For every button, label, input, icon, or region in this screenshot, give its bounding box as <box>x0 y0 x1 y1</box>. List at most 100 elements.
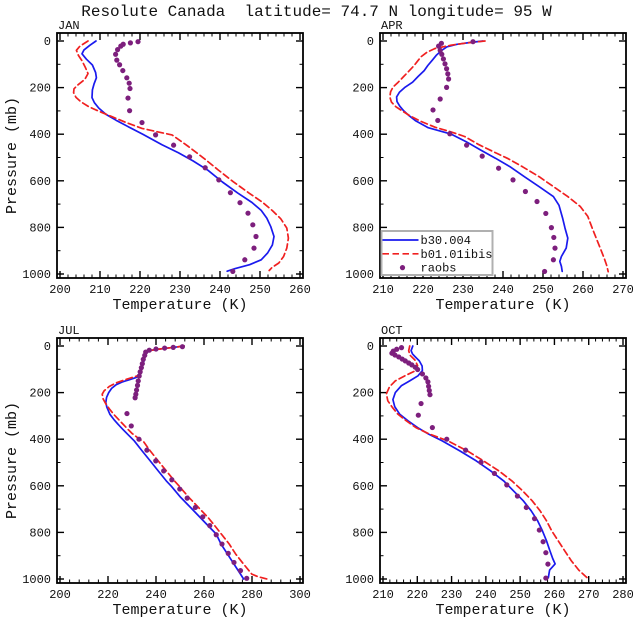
raob-dot <box>250 222 256 228</box>
series-b30.004-line <box>81 40 275 273</box>
raob-dot <box>170 344 176 350</box>
x-tick-label: 240 <box>145 588 167 602</box>
panel-jul: 200 220 240 260 280 300 0 200 400 600 800 1000 JUL Te… <box>4 324 311 619</box>
y-tick-label: 1000 <box>345 573 374 587</box>
raob-dot <box>425 379 431 385</box>
raob-dot <box>135 39 141 45</box>
raob-dot <box>219 541 225 547</box>
y-tick-label: 200 <box>29 387 51 401</box>
raob-dot <box>177 486 183 492</box>
raob-dot <box>137 369 143 375</box>
raob-dot <box>543 210 549 217</box>
raob-dot <box>153 132 159 138</box>
raob-dot <box>139 119 145 126</box>
raob-dot <box>126 80 132 86</box>
panel-month-label: APR <box>381 19 403 33</box>
raob-dot <box>245 210 251 216</box>
y-tick-label: 800 <box>29 221 51 235</box>
raob-dot <box>124 75 130 81</box>
x-tick-label: 220 <box>97 588 119 602</box>
panel-month-label: JUL <box>58 324 80 338</box>
raob-dot <box>237 568 244 574</box>
raob-dot <box>169 477 175 483</box>
x-tick-label: 260 <box>572 283 594 297</box>
x-tick-label: 230 <box>452 283 474 297</box>
raob-dot <box>207 523 213 529</box>
y-tick-label: 800 <box>352 221 374 235</box>
raob-dot <box>138 365 144 371</box>
raob-dot <box>540 539 546 545</box>
raob-dot <box>436 43 442 49</box>
series-raobs-dots <box>124 344 250 581</box>
raob-dot <box>187 154 193 160</box>
y-tick-label: 400 <box>29 128 51 142</box>
raob-dot <box>139 361 145 367</box>
raob-dot <box>398 345 405 351</box>
raob-dot <box>140 356 146 362</box>
x-tick-label: 250 <box>249 283 271 297</box>
x-tick-label: 230 <box>169 283 191 297</box>
raob-dot <box>545 561 551 567</box>
raob-dot <box>430 107 436 113</box>
y-tick-label: 1000 <box>22 573 51 587</box>
raob-dot <box>117 62 123 68</box>
raob-dot <box>479 153 485 159</box>
legend-label: b01.01ibis <box>421 248 493 262</box>
raob-dot <box>442 61 448 67</box>
raob-dot <box>242 257 248 263</box>
raob-dot <box>543 550 549 556</box>
raob-dot <box>237 200 243 206</box>
raob-dot <box>435 117 441 124</box>
raob-dot <box>142 352 148 358</box>
y-tick-label: 400 <box>29 433 51 447</box>
raob-dot <box>227 190 233 196</box>
x-tick-label: 240 <box>492 283 514 297</box>
raob-dot <box>113 51 119 57</box>
x-tick-label: 210 <box>372 283 394 297</box>
x-tick-label: 200 <box>49 588 71 602</box>
raob-dot <box>463 447 469 453</box>
x-tick-label: 220 <box>412 283 434 297</box>
legend-dot-swatch <box>399 265 406 271</box>
raob-dot <box>534 198 540 205</box>
raob-dot <box>418 400 424 407</box>
raob-dot <box>231 559 237 566</box>
raob-dot <box>440 56 446 62</box>
raob-dot <box>127 108 133 114</box>
raob-dot <box>136 436 142 442</box>
panel-apr: 210 220 230 240 250 260 270 0 200 400 600 800 1000 AP… <box>345 19 633 314</box>
series-b01.01ibis-line <box>385 345 590 580</box>
legend-label: b30.004 <box>421 234 471 248</box>
series-b30.004-line <box>392 345 556 579</box>
y-tick-label: 600 <box>29 480 51 494</box>
panel-oct: 210 220 230 240 250 260 270 280 0 200 400 600 800 100… <box>345 324 633 619</box>
x-tick-label: 280 <box>241 588 263 602</box>
raob-dot <box>114 57 120 63</box>
legend-label: raobs <box>421 262 457 276</box>
panel-month-label: OCT <box>381 324 403 338</box>
y-tick-label: 200 <box>352 387 374 401</box>
raob-dot <box>510 177 516 183</box>
raob-dot <box>548 225 555 231</box>
raob-dot <box>514 493 521 499</box>
raob-dot <box>504 482 510 488</box>
raob-dot <box>550 257 557 263</box>
raob-dot <box>202 165 208 171</box>
raob-dot <box>213 532 219 538</box>
series-raobs-dots <box>389 345 551 581</box>
raob-dot <box>125 95 131 101</box>
y-tick-label: 800 <box>352 526 374 540</box>
raob-dot <box>179 344 185 350</box>
raob-dot <box>127 40 133 46</box>
panel-jan: 200 210 220 230 240 250 260 0 200 400 600 800 1000 JA… <box>4 19 311 314</box>
raob-dot <box>244 575 250 581</box>
raob-dot <box>444 66 450 72</box>
raob-dot <box>136 373 142 379</box>
plot-frame <box>56 337 304 584</box>
y-axis-title: Pressure (mb) <box>4 97 21 214</box>
y-tick-label: 600 <box>352 175 374 189</box>
y-tick-label: 1000 <box>345 268 374 282</box>
raob-dot <box>225 550 231 556</box>
raob-dot <box>200 514 206 520</box>
